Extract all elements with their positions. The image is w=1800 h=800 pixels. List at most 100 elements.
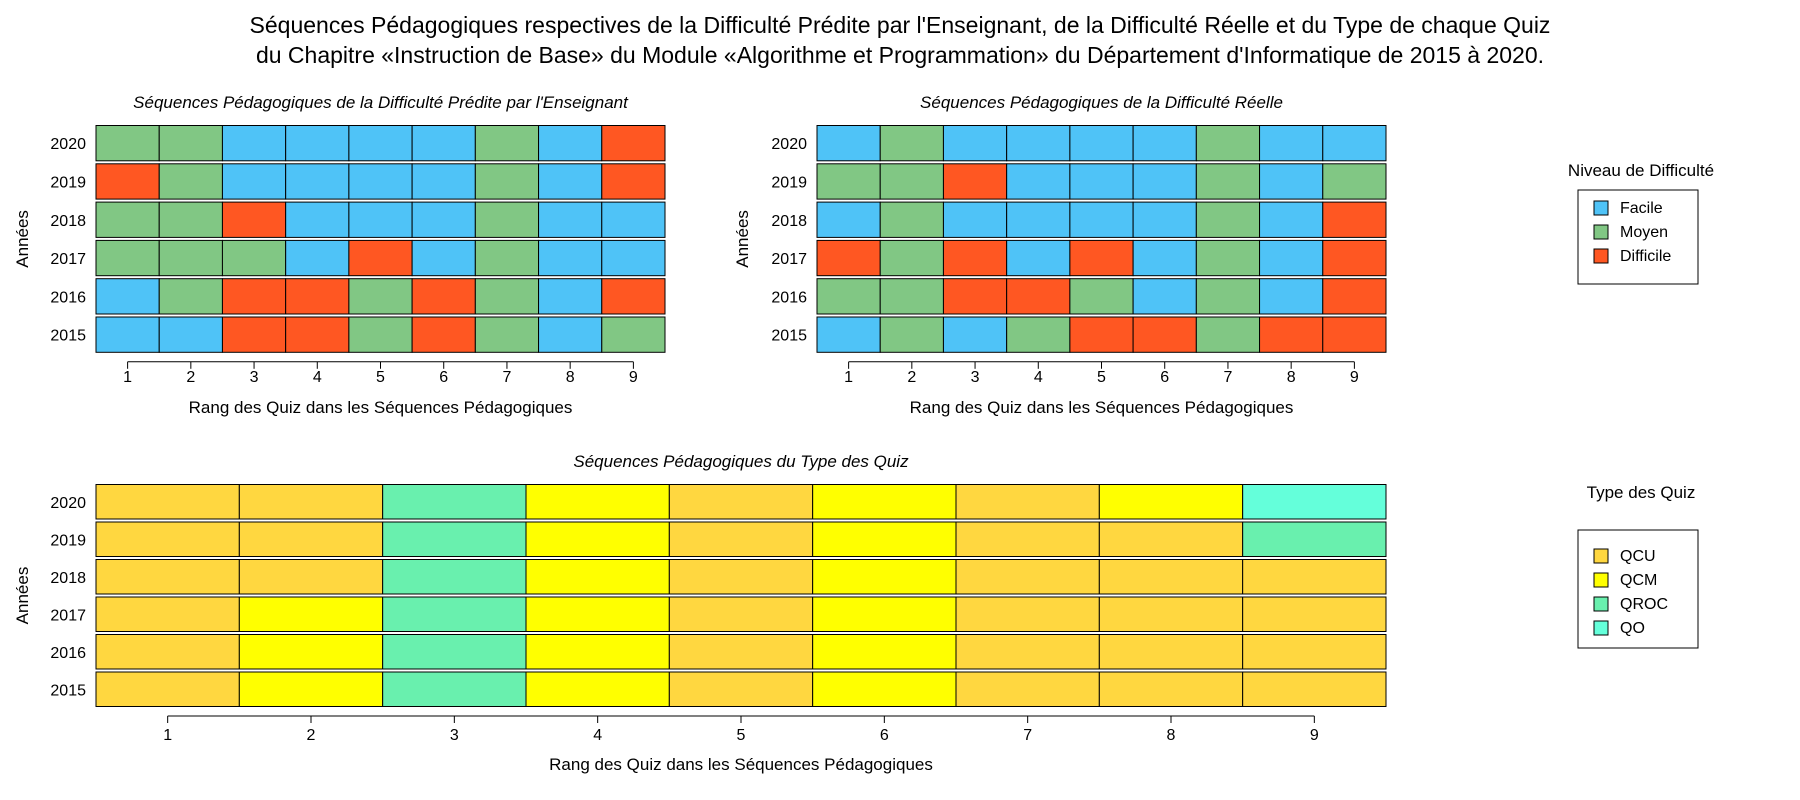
y-tick-label: 2015 bbox=[50, 682, 86, 699]
cell-2020-3 bbox=[942, 125, 1008, 162]
x-tick-label: 4 bbox=[313, 369, 322, 386]
y-tick-label: 2018 bbox=[50, 570, 86, 587]
x-tick-label: 2 bbox=[907, 369, 916, 386]
panel-title: Séquences Pédagogiques de la Difficulté … bbox=[920, 93, 1283, 112]
x-tick-label: 9 bbox=[1310, 727, 1319, 744]
cell-2019-9 bbox=[1242, 521, 1387, 557]
y-tick-label: 2019 bbox=[771, 174, 807, 191]
cell-2016-5 bbox=[1069, 278, 1134, 315]
y-tick-label: 2018 bbox=[50, 213, 86, 230]
cell-2019-3 bbox=[942, 163, 1008, 200]
cell-2017-4 bbox=[525, 596, 670, 632]
cell-2017-6 bbox=[812, 596, 957, 632]
y-tick-label: 2020 bbox=[771, 136, 807, 153]
y-tick-label: 2018 bbox=[771, 213, 807, 230]
cell-2017-2 bbox=[238, 596, 384, 632]
cell-2020-5 bbox=[1069, 125, 1134, 162]
cell-2016-2 bbox=[158, 278, 223, 315]
cell-2019-5 bbox=[1069, 163, 1134, 200]
cell-2018-9 bbox=[1242, 559, 1387, 595]
cell-2018-2 bbox=[879, 201, 944, 238]
cell-2017-2 bbox=[158, 239, 223, 277]
cell-2020-1 bbox=[95, 125, 160, 162]
cell-2020-9 bbox=[1322, 125, 1387, 162]
cell-2015-6 bbox=[411, 316, 476, 353]
cell-2017-9 bbox=[601, 239, 666, 277]
x-tick-label: 3 bbox=[971, 369, 980, 386]
x-axis-label: Rang des Quiz dans les Séquences Pédagog… bbox=[189, 398, 573, 417]
cell-2020-9 bbox=[1242, 484, 1387, 520]
cell-2017-5 bbox=[1069, 239, 1134, 277]
x-tick-label: 8 bbox=[566, 369, 575, 386]
main-title-line-2: du Chapitre «Instruction de Base» du Mod… bbox=[256, 42, 1544, 68]
cell-2018-8 bbox=[538, 201, 603, 238]
cell-2015-5 bbox=[668, 671, 814, 707]
x-tick-label: 1 bbox=[163, 727, 172, 744]
cell-2017-7 bbox=[1195, 239, 1261, 277]
panel-title: Séquences Pédagogiques du Type des Quiz bbox=[573, 452, 909, 471]
y-tick-label: 2016 bbox=[771, 289, 807, 306]
cell-2019-1 bbox=[95, 521, 240, 557]
x-tick-label: 6 bbox=[1160, 369, 1169, 386]
legend-label: QCU bbox=[1620, 548, 1656, 565]
cell-2018-1 bbox=[95, 559, 240, 595]
cell-2015-7 bbox=[474, 316, 540, 353]
cell-2018-3 bbox=[942, 201, 1008, 238]
cell-2018-1 bbox=[816, 201, 881, 238]
cell-2016-8 bbox=[538, 278, 603, 315]
cell-2020-8 bbox=[1259, 125, 1324, 162]
cell-2018-7 bbox=[955, 559, 1100, 595]
x-tick-label: 1 bbox=[844, 369, 853, 386]
cell-2017-6 bbox=[411, 239, 476, 277]
cell-2020-7 bbox=[474, 125, 540, 162]
cell-2017-5 bbox=[668, 596, 814, 632]
x-tick-label: 6 bbox=[880, 727, 889, 744]
x-tick-label: 3 bbox=[450, 727, 459, 744]
cell-2018-5 bbox=[1069, 201, 1134, 238]
cell-2016-3 bbox=[221, 278, 287, 315]
legend-frame bbox=[1577, 529, 1699, 649]
cell-2016-7 bbox=[474, 278, 540, 315]
cell-2018-4 bbox=[525, 559, 670, 595]
cell-2017-6 bbox=[1132, 239, 1197, 277]
cell-2019-1 bbox=[816, 163, 881, 200]
cell-2017-1 bbox=[95, 239, 160, 277]
cell-2019-5 bbox=[348, 163, 413, 200]
cell-2016-7 bbox=[1195, 278, 1261, 315]
cell-2018-2 bbox=[238, 559, 384, 595]
cell-2017-5 bbox=[348, 239, 413, 277]
cell-2020-9 bbox=[601, 125, 666, 162]
cell-2020-1 bbox=[816, 125, 881, 162]
cell-2018-7 bbox=[474, 201, 540, 238]
cell-2018-9 bbox=[1322, 201, 1387, 238]
cell-2019-9 bbox=[601, 163, 666, 200]
cell-2016-5 bbox=[668, 634, 814, 670]
cell-2020-2 bbox=[158, 125, 223, 162]
cell-2015-6 bbox=[1132, 316, 1197, 353]
cell-2015-4 bbox=[525, 671, 670, 707]
legend-title: Niveau de Difficulté bbox=[1568, 161, 1714, 180]
cell-2015-9 bbox=[1242, 671, 1387, 707]
cell-2015-2 bbox=[158, 316, 223, 353]
legend-swatch-qcm bbox=[1593, 572, 1609, 588]
cell-2016-1 bbox=[95, 634, 240, 670]
cell-2017-9 bbox=[1242, 596, 1387, 632]
cell-2020-5 bbox=[668, 484, 814, 520]
cell-2015-3 bbox=[942, 316, 1008, 353]
cell-2016-4 bbox=[525, 634, 670, 670]
cell-2015-1 bbox=[95, 671, 240, 707]
legend-label: Facile bbox=[1620, 200, 1663, 217]
cell-2020-8 bbox=[1098, 484, 1244, 520]
cell-2018-6 bbox=[411, 201, 476, 238]
cell-2016-2 bbox=[879, 278, 944, 315]
cell-2016-1 bbox=[816, 278, 881, 315]
legend-swatch-facile bbox=[1593, 200, 1609, 216]
cell-2015-4 bbox=[1006, 316, 1071, 353]
cell-2015-6 bbox=[812, 671, 957, 707]
cell-2016-9 bbox=[601, 278, 666, 315]
cell-2018-3 bbox=[221, 201, 287, 238]
cell-2015-5 bbox=[348, 316, 413, 353]
cell-2017-8 bbox=[1259, 239, 1324, 277]
cell-2017-4 bbox=[1006, 239, 1071, 277]
